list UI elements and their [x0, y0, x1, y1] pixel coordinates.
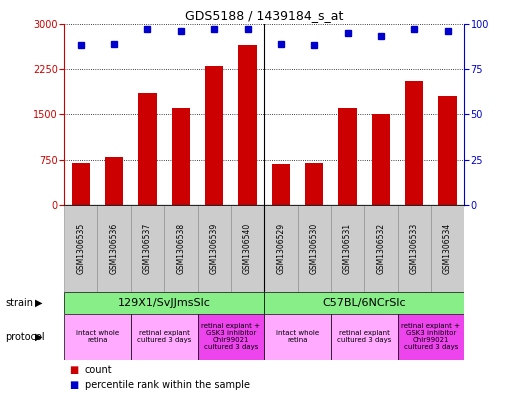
Text: GSM1306529: GSM1306529 — [277, 223, 285, 274]
Bar — [372, 114, 390, 205]
Bar — [139, 93, 156, 205]
Text: GSM1306531: GSM1306531 — [343, 223, 352, 274]
Bar — [231, 205, 264, 292]
Bar — [64, 205, 97, 292]
Text: intact whole
retina: intact whole retina — [76, 331, 119, 343]
Bar — [339, 108, 357, 205]
Text: protocol: protocol — [5, 332, 45, 342]
Bar — [405, 81, 423, 205]
Bar — [205, 66, 223, 205]
Bar — [398, 205, 431, 292]
Text: GSM1306539: GSM1306539 — [210, 223, 219, 274]
Text: ■: ■ — [69, 380, 78, 389]
Bar — [164, 205, 198, 292]
Text: GSM1306537: GSM1306537 — [143, 223, 152, 274]
Text: ▶: ▶ — [35, 298, 42, 308]
Bar — [331, 314, 398, 360]
Text: ■: ■ — [69, 365, 78, 375]
Text: GSM1306533: GSM1306533 — [410, 223, 419, 274]
Bar — [105, 157, 123, 205]
Text: retinal explant
cultured 3 days: retinal explant cultured 3 days — [137, 331, 191, 343]
Bar — [264, 314, 331, 360]
Bar — [64, 292, 264, 314]
Title: GDS5188 / 1439184_s_at: GDS5188 / 1439184_s_at — [185, 9, 343, 22]
Text: retinal explant
cultured 3 days: retinal explant cultured 3 days — [337, 331, 391, 343]
Text: GSM1306530: GSM1306530 — [310, 223, 319, 274]
Bar — [431, 205, 464, 292]
Text: retinal explant +
GSK3 inhibitor
Chir99021
cultured 3 days: retinal explant + GSK3 inhibitor Chir990… — [401, 323, 461, 351]
Bar — [264, 205, 298, 292]
Text: GSM1306536: GSM1306536 — [110, 223, 119, 274]
Bar — [131, 314, 198, 360]
Bar — [64, 314, 131, 360]
Text: GSM1306538: GSM1306538 — [176, 223, 185, 274]
Bar — [439, 96, 457, 205]
Bar — [364, 205, 398, 292]
Bar — [97, 205, 131, 292]
Bar — [131, 205, 164, 292]
Text: 129X1/SvJJmsSlc: 129X1/SvJJmsSlc — [117, 298, 211, 308]
Bar — [264, 292, 464, 314]
Bar — [298, 205, 331, 292]
Bar — [305, 163, 323, 205]
Text: intact whole
retina: intact whole retina — [276, 331, 319, 343]
Text: GSM1306534: GSM1306534 — [443, 223, 452, 274]
Text: GSM1306540: GSM1306540 — [243, 223, 252, 274]
Bar — [198, 205, 231, 292]
Text: GSM1306535: GSM1306535 — [76, 223, 85, 274]
Bar — [331, 205, 364, 292]
Text: strain: strain — [5, 298, 33, 308]
Bar — [239, 45, 256, 205]
Text: GSM1306532: GSM1306532 — [377, 223, 385, 274]
Text: ▶: ▶ — [35, 332, 42, 342]
Bar — [398, 314, 464, 360]
Bar — [198, 314, 264, 360]
Text: count: count — [85, 365, 112, 375]
Bar — [72, 163, 90, 205]
Text: percentile rank within the sample: percentile rank within the sample — [85, 380, 250, 389]
Text: C57BL/6NCrSlc: C57BL/6NCrSlc — [322, 298, 406, 308]
Bar — [172, 108, 190, 205]
Text: retinal explant +
GSK3 inhibitor
Chir99021
cultured 3 days: retinal explant + GSK3 inhibitor Chir990… — [201, 323, 261, 351]
Bar — [272, 164, 290, 205]
